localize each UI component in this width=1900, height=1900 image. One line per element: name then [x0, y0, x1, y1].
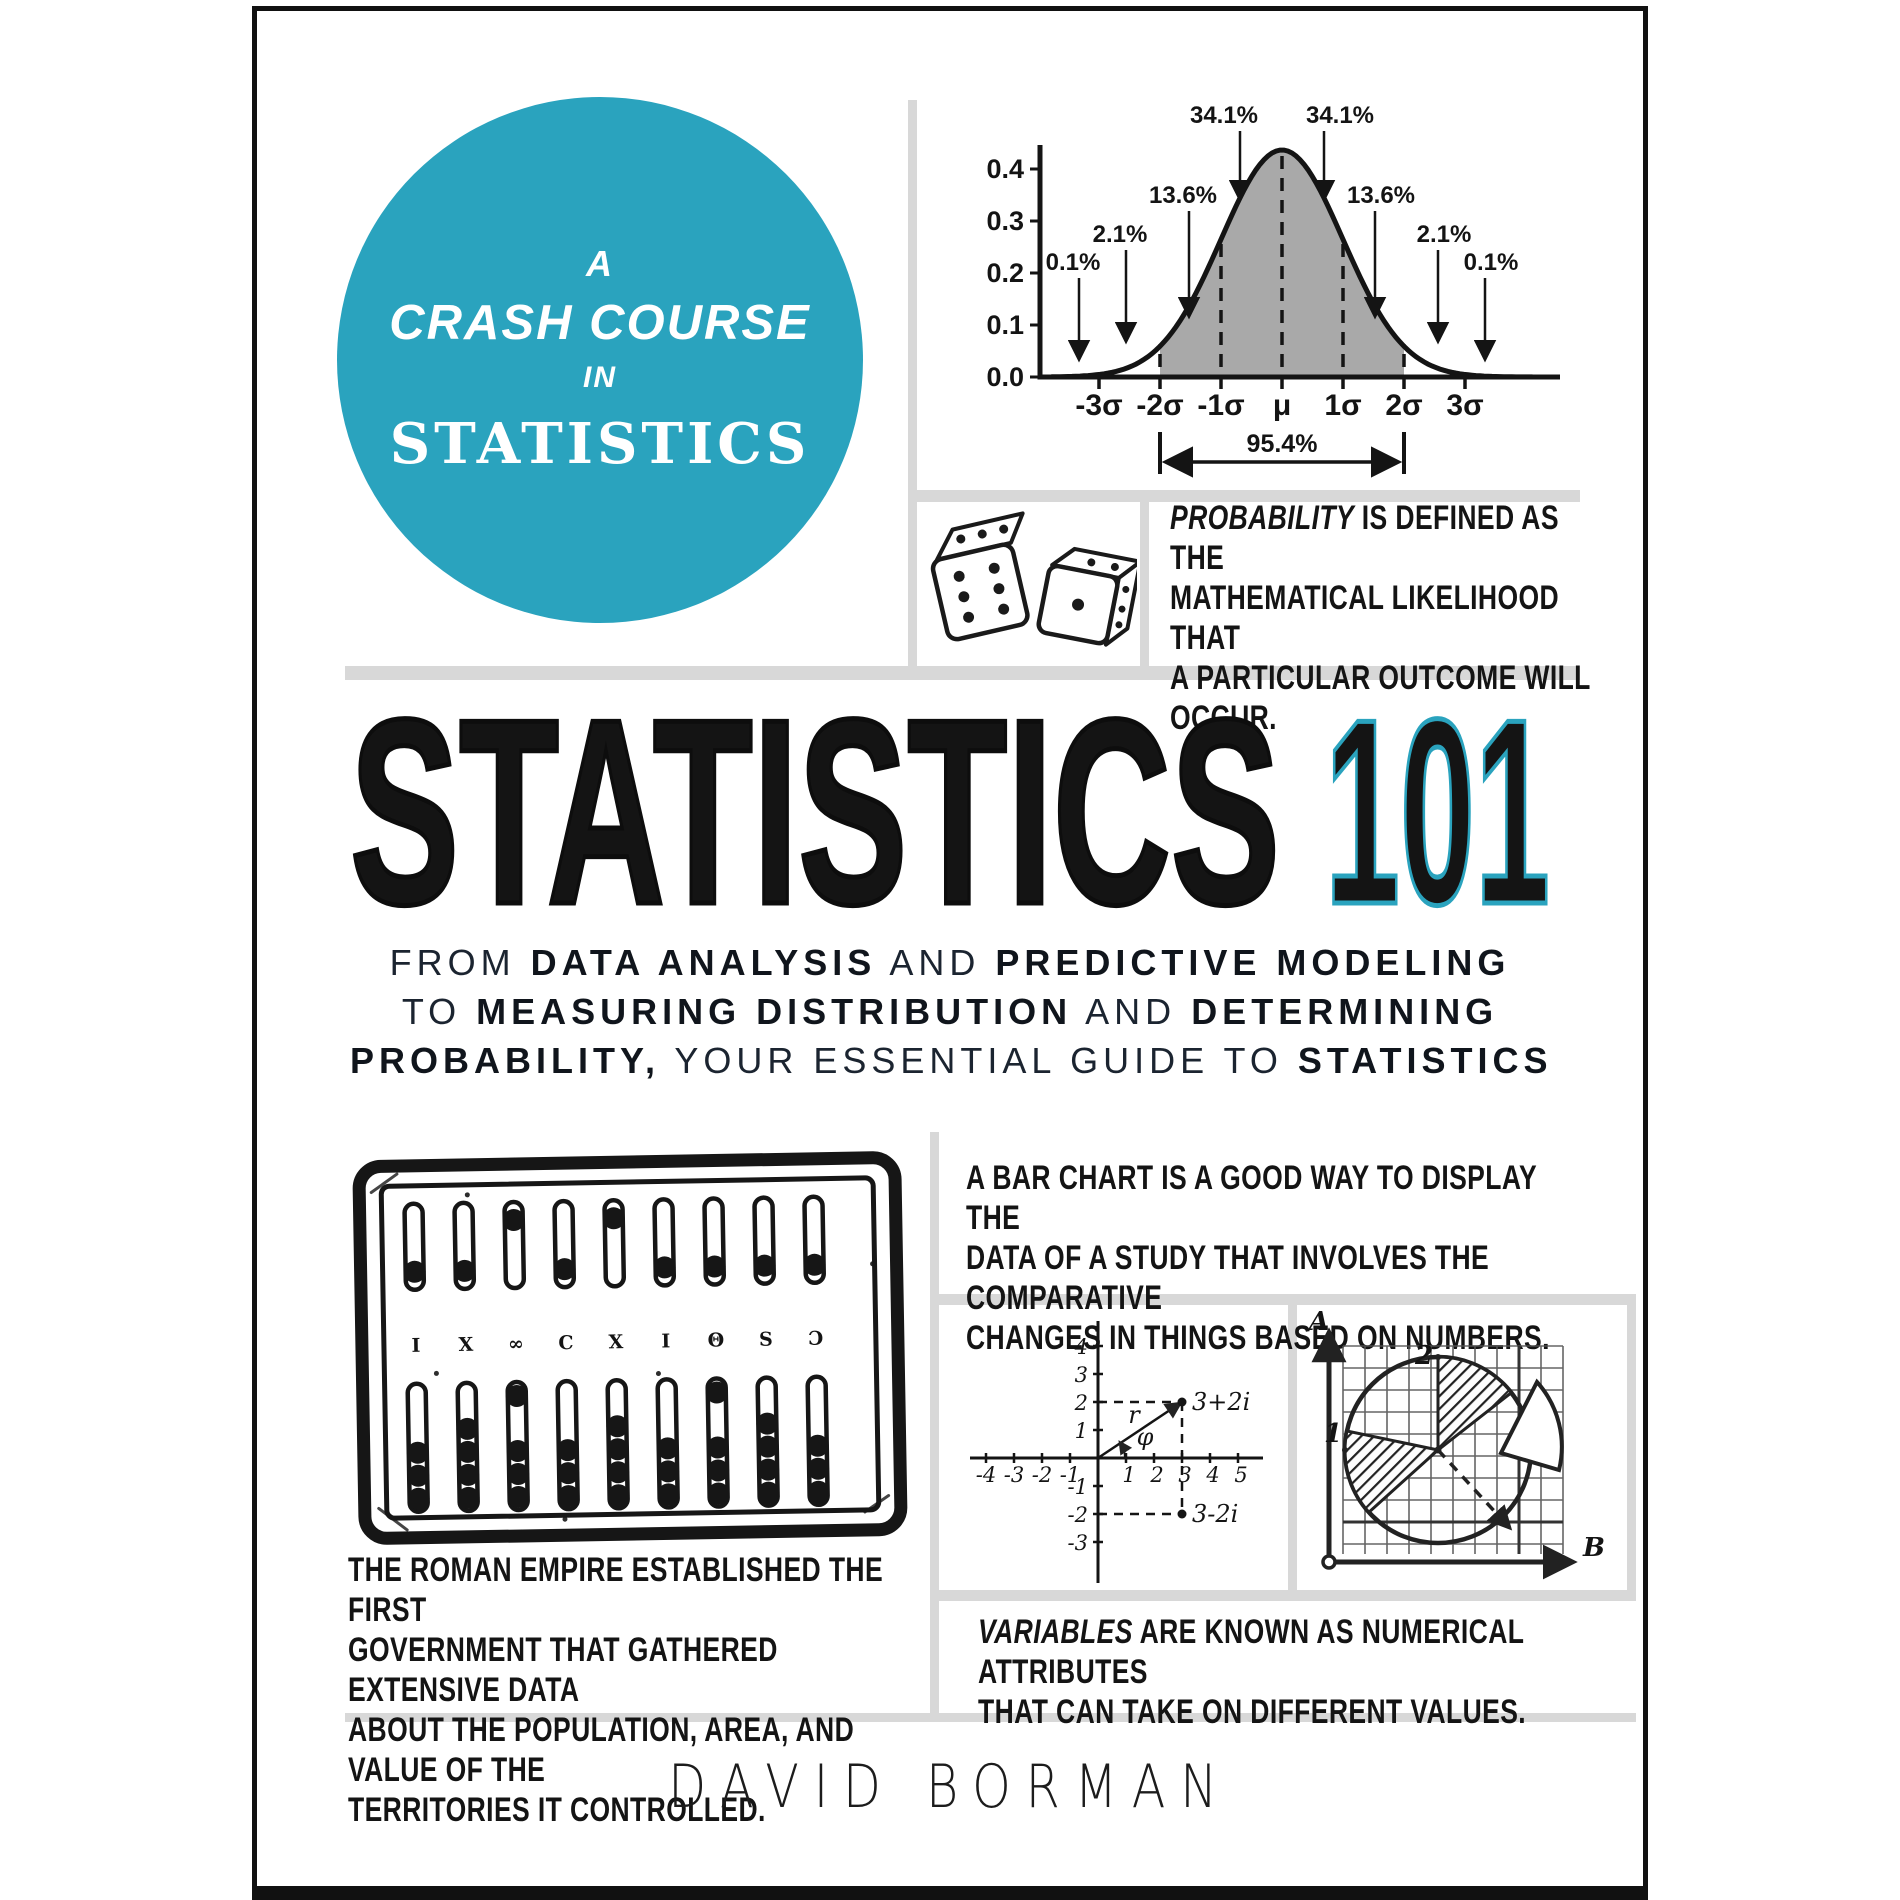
svg-text:I: I — [411, 1335, 420, 1357]
pie-chart-sketch: A B 2 1 — [1306, 1307, 1605, 1580]
svg-text:X: X — [608, 1331, 623, 1353]
svg-text:1σ: 1σ — [1324, 389, 1361, 422]
svg-text:3σ: 3σ — [1446, 389, 1483, 422]
svg-text:0.4: 0.4 — [986, 154, 1024, 184]
panel-divider — [939, 1590, 1636, 1601]
svg-text:1: 1 — [1075, 1419, 1088, 1443]
svg-text:-1: -1 — [1060, 1463, 1080, 1487]
panel-divider — [1288, 1294, 1297, 1600]
badge-crash-course: CRASH COURSE — [389, 296, 811, 350]
svg-text:3: 3 — [1075, 1363, 1088, 1387]
abacus-illustration: I X ∞ C X I Θ S Ɔ — [352, 1151, 908, 1545]
normal-distribution-chart: 0.00.10.20.30.4-3σ -2σ -1σ μ 1σ 2σ 3σ0.1%2.1%1… — [986, 102, 1560, 478]
svg-text:-2: -2 — [1032, 1463, 1052, 1487]
svg-text:0.2: 0.2 — [986, 258, 1024, 288]
svg-text:B: B — [1582, 1533, 1605, 1563]
svg-text:μ: μ — [1273, 389, 1291, 422]
svg-text:-3: -3 — [1004, 1463, 1024, 1487]
svg-text:φ: φ — [1137, 1423, 1154, 1451]
svg-text:-1: -1 — [1068, 1475, 1088, 1499]
panel-divider — [1140, 502, 1149, 666]
svg-text:-4: -4 — [976, 1463, 996, 1487]
svg-text:13.6%: 13.6% — [1149, 182, 1217, 209]
svg-text:Θ: Θ — [707, 1329, 724, 1351]
panel-divider — [345, 1713, 1636, 1722]
cover-border-left — [252, 6, 257, 1900]
svg-text:-2σ: -2σ — [1136, 389, 1183, 422]
author-name: DAVID BORMAN — [668, 1752, 1232, 1822]
subtitle-line: PROBABILITY, YOUR ESSENTIAL GUIDE TO STA… — [350, 1040, 1553, 1081]
svg-text:0.3: 0.3 — [986, 206, 1024, 236]
roman-empire-note: THE ROMAN EMPIRE ESTABLISHED THE FIRST G… — [348, 1551, 884, 1829]
svg-text:34.1%: 34.1% — [1306, 102, 1374, 129]
svg-text:∞: ∞ — [508, 1333, 524, 1355]
svg-text:95.4%: 95.4% — [1247, 430, 1318, 458]
svg-text:1: 1 — [1324, 1419, 1342, 1449]
svg-text:13.6%: 13.6% — [1347, 182, 1415, 209]
svg-text:-3σ: -3σ — [1075, 389, 1122, 422]
subtitle-line: TO MEASURING DISTRIBUTION AND DETERMININ… — [401, 991, 1499, 1032]
badge-word-statistics: STATISTICS — [389, 411, 811, 477]
panel-divider — [930, 1132, 939, 1720]
crash-course-badge: A CRASH COURSE IN STATISTICS — [337, 97, 863, 623]
variables-note: VARIABLES ARE KNOWN AS NUMERICAL ATTRIBU… — [978, 1613, 1527, 1731]
svg-text:0.1%: 0.1% — [1046, 249, 1101, 276]
badge-word-a: A — [586, 243, 614, 284]
svg-text:C: C — [558, 1332, 574, 1354]
panel-divider — [908, 100, 917, 680]
svg-text:-1σ: -1σ — [1197, 389, 1244, 422]
dice-illustration — [930, 511, 1137, 647]
svg-text:2: 2 — [1074, 1391, 1088, 1415]
svg-text:I: I — [661, 1330, 670, 1352]
svg-text:X: X — [458, 1334, 473, 1356]
svg-text:5: 5 — [1234, 1463, 1247, 1487]
svg-text:4: 4 — [1074, 1335, 1088, 1359]
panel-divider — [917, 490, 1580, 502]
panel-divider — [345, 666, 1580, 680]
svg-text:0.1%: 0.1% — [1464, 249, 1519, 276]
svg-text:Ɔ: Ɔ — [808, 1328, 824, 1350]
svg-text:A: A — [1306, 1307, 1329, 1337]
cover-border-top — [252, 6, 1648, 11]
svg-text:-2: -2 — [1068, 1503, 1088, 1527]
probability-note: PROBABILITY IS DEFINED AS THE MATHEMATIC… — [1170, 499, 1591, 737]
panel-divider — [1627, 1294, 1636, 1600]
svg-text:0.1: 0.1 — [986, 310, 1024, 340]
svg-text:S: S — [759, 1329, 773, 1351]
svg-text:1: 1 — [1122, 1463, 1135, 1487]
svg-text:r: r — [1128, 1401, 1141, 1429]
panel-divider — [939, 1294, 1636, 1305]
svg-text:4: 4 — [1205, 1463, 1219, 1487]
badge-word-in: IN — [583, 361, 617, 394]
svg-text:2σ: 2σ — [1385, 389, 1422, 422]
svg-text:2: 2 — [1149, 1463, 1163, 1487]
bar-chart-note: A BAR CHART IS A GOOD WAY TO DISPLAY THE… — [966, 1159, 1550, 1357]
main-title: STATISTICS 101 — [350, 703, 1550, 918]
svg-text:2.1%: 2.1% — [1093, 221, 1148, 248]
subtitle: FROM DATA ANALYSIS AND PREDICTIVE MODELI… — [350, 938, 1550, 1085]
svg-text:0.0: 0.0 — [986, 362, 1024, 392]
svg-text:2.1%: 2.1% — [1417, 221, 1472, 248]
title-number: 101 — [1325, 703, 1550, 918]
svg-text:34.1%: 34.1% — [1190, 102, 1258, 129]
svg-text:3-2i: 3-2i — [1192, 1500, 1238, 1528]
svg-text:-3: -3 — [1068, 1531, 1088, 1555]
subtitle-line: FROM DATA ANALYSIS AND PREDICTIVE MODELI… — [389, 942, 1511, 983]
svg-text:2: 2 — [1414, 1341, 1433, 1371]
cover-bottom-bar — [252, 1886, 1648, 1900]
cover-border-right — [1643, 6, 1648, 1900]
svg-text:3: 3 — [1178, 1463, 1191, 1487]
svg-text:3+2i: 3+2i — [1192, 1388, 1250, 1416]
title-word: STATISTICS — [350, 703, 1280, 918]
